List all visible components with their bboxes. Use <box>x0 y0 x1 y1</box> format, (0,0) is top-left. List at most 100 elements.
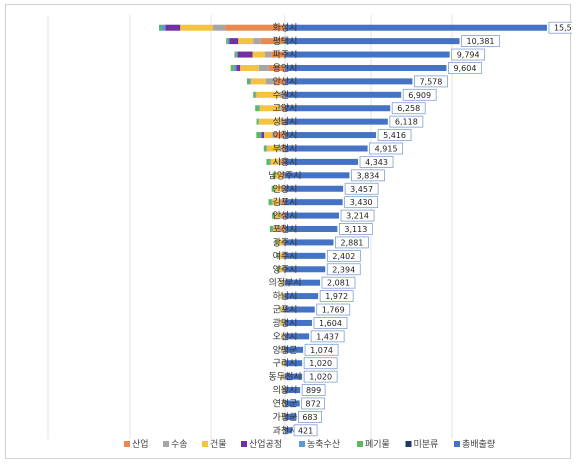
value-label: 2,402 <box>332 252 355 261</box>
bar-건물-군포시 <box>280 306 283 313</box>
value-label: 6,118 <box>395 118 418 127</box>
bar-산업-동두천시 <box>284 373 285 380</box>
category-label: 파주시 <box>273 50 298 61</box>
bar-폐기물-고양시 <box>255 105 259 112</box>
bar-총배출량-양평군 <box>285 346 304 353</box>
bar-수송-이천시 <box>272 132 275 139</box>
category-label: 수원시 <box>273 90 298 101</box>
value-label-box <box>391 102 426 115</box>
legend-swatch <box>357 441 363 447</box>
bar-폐기물-수원시 <box>253 91 256 98</box>
value-label-box <box>301 397 326 410</box>
bar-폐기물-양주시 <box>277 266 279 273</box>
category-label: 안산시 <box>273 76 298 87</box>
value-label: 1,020 <box>309 359 332 368</box>
bar-산업-안성시 <box>281 212 285 219</box>
bar-총배출량-파주시 <box>285 51 450 58</box>
bar-산업-광주시 <box>283 239 285 246</box>
bar-총배출량-안양시 <box>285 185 344 192</box>
value-label-box <box>316 303 351 316</box>
value-label: 10,381 <box>467 37 495 46</box>
bar-수송-여주시 <box>282 252 284 259</box>
category-label: 용인시 <box>273 63 298 74</box>
bar-산업-이천시 <box>274 132 285 139</box>
bar-총배출량-용인시 <box>285 64 447 71</box>
category-label: 시흥시 <box>273 156 298 168</box>
category-label: 의정부시 <box>268 278 301 289</box>
value-label: 1,604 <box>319 319 342 328</box>
value-label-box <box>303 357 338 370</box>
value-label: 3,430 <box>350 198 373 207</box>
value-label-box <box>402 88 437 101</box>
bar-수송-양평군 <box>283 346 285 353</box>
bar-폐기물-김포시 <box>268 199 272 206</box>
value-label-box <box>369 142 404 155</box>
bar-수송-화성시 <box>212 24 226 31</box>
bar-건물-의정부시 <box>281 279 284 286</box>
value-label: 9,794 <box>457 51 480 60</box>
labels: 화성시 15,580 평택시 10,381 파주시 9,794 용인시 9,604 안산시 7,5… <box>268 21 572 436</box>
category-label: 이천시 <box>273 130 298 141</box>
bar-수송-군포시 <box>282 306 284 313</box>
bar-산업-양주시 <box>283 266 285 273</box>
bar-수송-하남시 <box>283 293 285 300</box>
category-label: 구리시 <box>273 358 298 369</box>
bar-산업-시흥시 <box>281 158 285 165</box>
legend-swatch <box>163 441 169 447</box>
value-label: 5,416 <box>383 131 406 140</box>
value-label-box <box>310 330 345 343</box>
bar-수송-동두천시 <box>283 373 285 380</box>
bar-산업-성남시 <box>282 118 285 125</box>
value-label: 2,394 <box>332 265 355 274</box>
category-label: 오산시 <box>273 331 298 342</box>
category-label: 광주시 <box>273 236 298 248</box>
bar-건물-연천군 <box>282 400 285 407</box>
legend-swatch <box>124 441 130 447</box>
bar-농축수산-김포시 <box>271 199 273 206</box>
bar-총배출량-시흥시 <box>285 158 359 165</box>
category-label: 가평군 <box>273 412 298 423</box>
bar-농축수산-여주시 <box>277 252 279 259</box>
bar-농축수산-이천시 <box>260 132 262 139</box>
bar-농축수산-고양시 <box>258 105 260 112</box>
bar-총배출량-이천시 <box>285 132 377 139</box>
bar-수송-구리시 <box>283 360 285 367</box>
category-label: 남양주시 <box>268 170 301 181</box>
value-label: 4,343 <box>365 158 388 167</box>
bar-건물-가평군 <box>283 413 285 420</box>
bar-폐기물-이천시 <box>256 132 261 139</box>
value-label-box <box>448 62 482 74</box>
value-label: 9,604 <box>454 64 477 73</box>
bar-건물-양주시 <box>278 266 283 273</box>
bar-농축수산-광주시 <box>276 239 278 246</box>
legend-label: 산업공정 <box>249 439 282 450</box>
bar-총배출량-남양주시 <box>285 172 350 179</box>
value-label: 6,909 <box>408 91 431 100</box>
bar-수송-광명시 <box>283 319 285 326</box>
bar-건물-김포시 <box>272 199 280 206</box>
legend-swatch <box>241 441 247 447</box>
value-label-box <box>344 182 379 195</box>
bar-총배출량-군포시 <box>285 306 315 313</box>
bar-산업-수원시 <box>283 91 285 98</box>
value-label-box <box>414 75 448 88</box>
bar-건물-안산시 <box>250 78 266 85</box>
bar-폐기물-양평군 <box>280 346 282 353</box>
bar-폐기물-용인시 <box>230 64 234 71</box>
bar-산업-오산시 <box>284 333 285 340</box>
value-label-box <box>301 384 326 396</box>
bar-건물-과천시 <box>283 427 285 434</box>
bar-총배출량-성남시 <box>285 118 388 125</box>
bar-총배출량-가평군 <box>285 413 297 420</box>
bar-총배출량-양주시 <box>285 266 326 273</box>
value-label: 7,578 <box>419 77 442 86</box>
value-label-box <box>303 370 338 383</box>
bar-총배출량-오산시 <box>285 333 310 340</box>
bar-수송-김포시 <box>279 199 282 206</box>
bar-농축수산-평택시 <box>227 38 230 45</box>
value-label: 15,580 <box>554 24 572 33</box>
value-label-box <box>359 156 394 168</box>
bar-폐기물-안양시 <box>271 185 275 192</box>
value-label: 3,113 <box>344 225 367 234</box>
bar-건물-남양주시 <box>275 172 283 179</box>
